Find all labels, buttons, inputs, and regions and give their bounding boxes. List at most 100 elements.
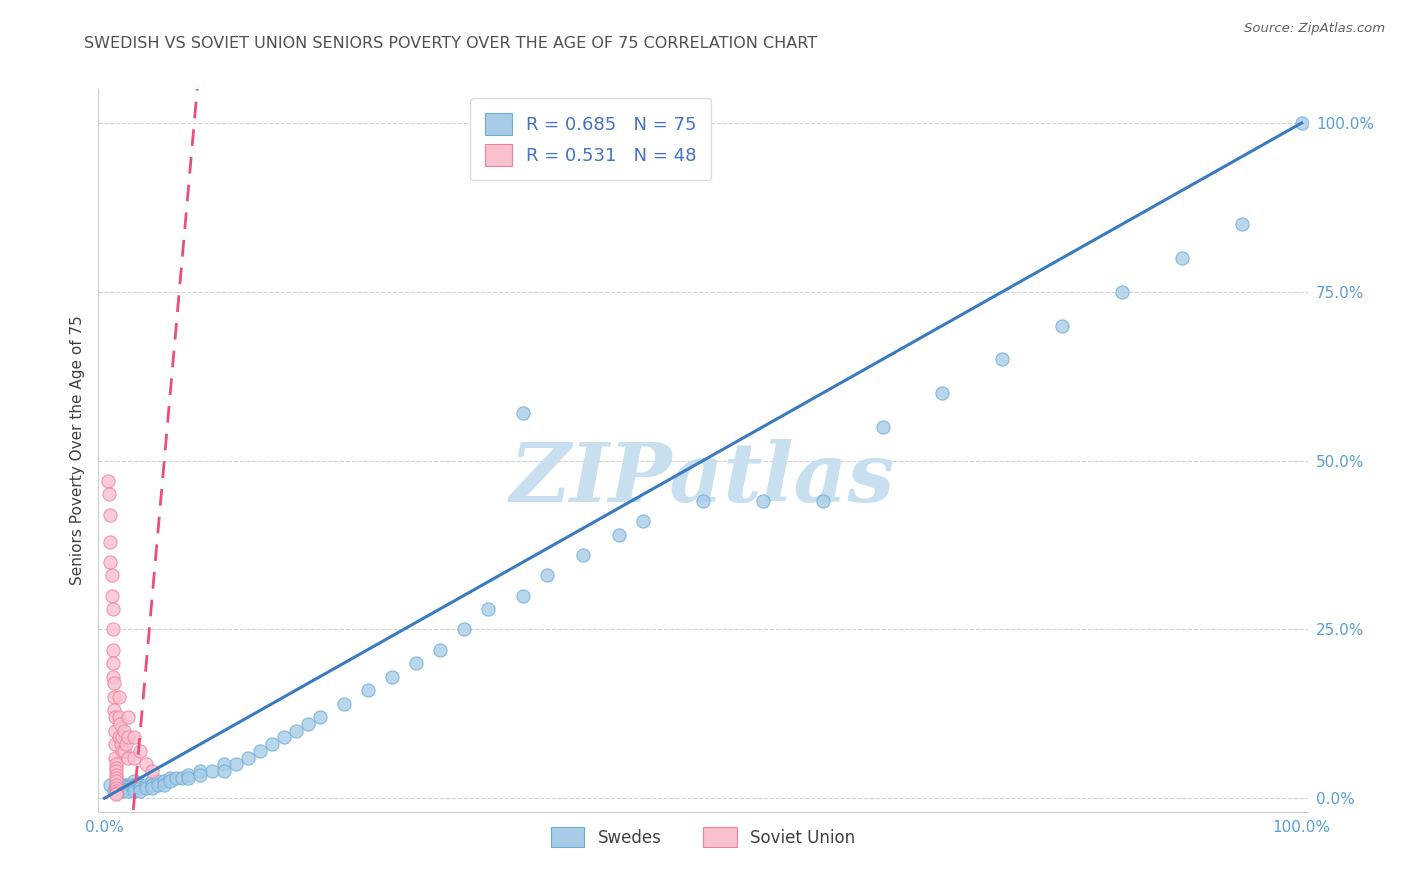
Point	[101, 602, 124, 616]
Point	[112, 723, 135, 738]
Point	[105, 778, 128, 792]
Point	[1291, 116, 1313, 130]
Point	[124, 784, 146, 798]
Point	[104, 750, 127, 764]
Point	[111, 781, 134, 796]
Point	[297, 717, 319, 731]
Point	[572, 548, 595, 562]
Point	[117, 731, 139, 745]
Point	[225, 757, 247, 772]
Point	[811, 494, 834, 508]
Point	[124, 750, 146, 764]
Point	[177, 771, 200, 785]
Y-axis label: Seniors Poverty Over the Age of 75: Seniors Poverty Over the Age of 75	[69, 316, 84, 585]
Point	[105, 781, 128, 796]
Point	[236, 750, 259, 764]
Point	[177, 767, 200, 781]
Point	[100, 568, 122, 582]
Point	[141, 781, 163, 796]
Point	[135, 757, 157, 772]
Point	[309, 710, 332, 724]
Point	[111, 778, 134, 792]
Point	[752, 494, 775, 508]
Point	[100, 534, 122, 549]
Point	[127, 778, 149, 792]
Point	[108, 717, 131, 731]
Point	[159, 771, 181, 785]
Point	[101, 623, 124, 637]
Point	[105, 778, 128, 792]
Point	[105, 781, 128, 796]
Point	[107, 710, 129, 724]
Point	[107, 784, 129, 798]
Point	[117, 784, 139, 798]
Point	[103, 784, 125, 798]
Point	[100, 555, 122, 569]
Point	[249, 744, 271, 758]
Point	[111, 731, 134, 745]
Point	[101, 642, 124, 657]
Point	[153, 778, 176, 792]
Point	[512, 406, 534, 420]
Point	[104, 737, 127, 751]
Point	[105, 761, 128, 775]
Point	[188, 764, 211, 779]
Point	[201, 764, 224, 779]
Point	[260, 737, 283, 751]
Point	[284, 723, 307, 738]
Point	[148, 778, 170, 792]
Point	[129, 781, 152, 796]
Point	[104, 710, 127, 724]
Point	[1171, 251, 1194, 265]
Point	[103, 690, 125, 704]
Text: ZIPatlas: ZIPatlas	[510, 440, 896, 519]
Point	[172, 771, 194, 785]
Point	[111, 744, 134, 758]
Point	[115, 781, 138, 796]
Text: SWEDISH VS SOVIET UNION SENIORS POVERTY OVER THE AGE OF 75 CORRELATION CHART: SWEDISH VS SOVIET UNION SENIORS POVERTY …	[84, 36, 817, 51]
Point	[100, 778, 122, 792]
Point	[141, 764, 163, 779]
Point	[135, 781, 157, 796]
Legend: Swedes, Soviet Union: Swedes, Soviet Union	[544, 821, 862, 854]
Point	[120, 778, 142, 792]
Point	[159, 774, 181, 789]
Point	[101, 656, 124, 670]
Point	[273, 731, 295, 745]
Point	[117, 781, 139, 796]
Point	[512, 589, 534, 603]
Point	[129, 784, 152, 798]
Point	[105, 787, 128, 801]
Point	[453, 623, 475, 637]
Point	[124, 731, 146, 745]
Point	[98, 487, 121, 501]
Point	[333, 697, 356, 711]
Point	[105, 771, 128, 785]
Point	[115, 778, 138, 792]
Point	[1050, 318, 1073, 333]
Point	[148, 774, 170, 789]
Point	[141, 778, 163, 792]
Point	[124, 774, 146, 789]
Point	[405, 656, 427, 670]
Point	[97, 474, 120, 488]
Point	[104, 723, 127, 738]
Point	[100, 508, 122, 522]
Point	[124, 781, 146, 796]
Point	[477, 602, 499, 616]
Point	[105, 757, 128, 772]
Point	[107, 778, 129, 792]
Point	[129, 744, 152, 758]
Point	[110, 737, 132, 751]
Point	[101, 670, 124, 684]
Point	[112, 744, 135, 758]
Point	[165, 771, 187, 785]
Point	[100, 589, 122, 603]
Point	[115, 737, 138, 751]
Point	[212, 764, 235, 779]
Point	[357, 683, 380, 698]
Point	[931, 386, 953, 401]
Point	[117, 778, 139, 792]
Point	[105, 764, 128, 779]
Point	[111, 784, 134, 798]
